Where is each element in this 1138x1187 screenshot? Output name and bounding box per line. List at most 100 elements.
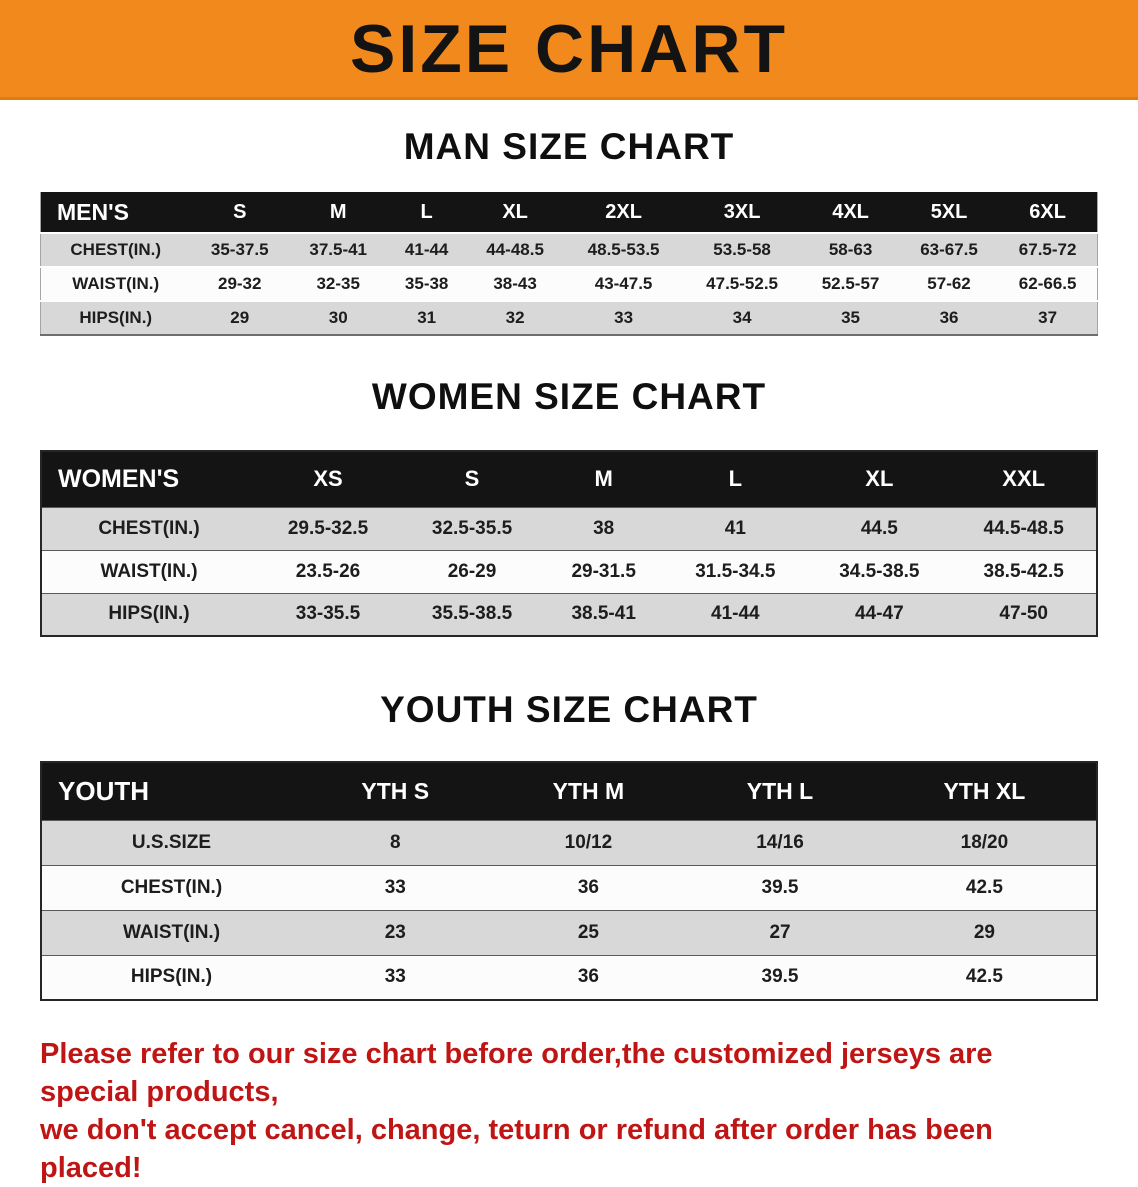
column-header-size: 5XL <box>899 192 999 233</box>
size-value: 44-47 <box>855 603 904 625</box>
men-section-heading: MAN SIZE CHART <box>403 126 735 167</box>
size-value: 26-29 <box>447 560 497 582</box>
table-row-hips: HIPS(IN.) 33-35.5 35.5-38.5 38.5-41 41-4… <box>41 593 1097 636</box>
size-value: 23 <box>384 921 406 943</box>
footer-note: Please refer to our size chart before or… <box>40 1035 1098 1187</box>
men-table-title-cell: MEN'S <box>40 192 191 233</box>
women-table-title-cell: WOMEN'S <box>41 451 256 507</box>
size-value: 42.5 <box>965 966 1003 988</box>
column-header-size: XXL <box>951 451 1097 507</box>
table-row-waist: WAIST(IN.) 29-32 32-35 35-38 38-43 43-47… <box>40 267 1098 301</box>
youth-size-table: YOUTH YTH S YTH M YTH L YTH XL U.S.SIZE … <box>40 761 1098 1001</box>
size-chart-banner: SIZE CHART <box>0 0 1138 100</box>
size-value: 34 <box>732 308 752 327</box>
youth-section-heading: YOUTH SIZE CHART <box>380 689 758 730</box>
table-row-hips: HIPS(IN.) 33 36 39.5 42.5 <box>41 955 1097 1000</box>
men-table-header-row: MEN'S S M L XL 2XL 3XL 4XL 5XL 6XL <box>40 192 1098 233</box>
column-header-size: L <box>663 451 808 507</box>
size-value: 18/20 <box>960 831 1009 853</box>
size-value: 33 <box>614 308 634 327</box>
column-header-size: XS <box>256 451 401 507</box>
size-value: 38.5-42.5 <box>983 560 1064 582</box>
size-value: 44-48.5 <box>486 240 544 259</box>
size-value: 57-62 <box>927 274 971 293</box>
row-label: CHEST(IN.) <box>120 876 223 898</box>
size-value: 32 <box>505 308 525 327</box>
table-row-chest: CHEST(IN.) 35-37.5 37.5-41 41-44 44-48.5… <box>40 233 1098 267</box>
size-value: 39.5 <box>761 876 799 898</box>
size-value: 32.5-35.5 <box>431 517 513 539</box>
youth-table-header-row: YOUTH YTH S YTH M YTH L YTH XL <box>41 762 1097 820</box>
row-label: CHEST(IN.) <box>70 240 162 259</box>
size-value: 43-47.5 <box>594 274 653 293</box>
size-value: 38-43 <box>493 274 537 293</box>
row-label: HIPS(IN.) <box>79 308 153 327</box>
column-header-size: YTH S <box>301 762 490 820</box>
size-value: 27 <box>769 921 791 943</box>
row-label: WAIST(IN.) <box>100 560 198 582</box>
size-value: 29-32 <box>217 274 262 293</box>
column-header-size: M <box>288 192 388 233</box>
size-value: 36 <box>577 966 599 988</box>
column-header-size: S <box>400 451 545 507</box>
size-value: 35-38 <box>404 274 449 293</box>
row-label: U.S.SIZE <box>131 831 212 853</box>
column-header-size: 2XL <box>564 192 683 233</box>
size-value: 37.5-41 <box>309 240 368 259</box>
women-size-table: WOMEN'S XS S M L XL XXL CHEST(IN.) 29.5-… <box>40 450 1098 637</box>
size-value: 29 <box>973 921 995 943</box>
row-label: HIPS(IN.) <box>130 966 213 988</box>
size-value: 35 <box>841 308 861 327</box>
column-header-size: L <box>387 192 466 233</box>
size-value: 34.5-38.5 <box>839 560 920 582</box>
table-row-waist: WAIST(IN.) 23 25 27 29 <box>41 910 1097 955</box>
footer-note-line1: Please refer to our size chart before or… <box>40 1038 993 1108</box>
size-value: 52.5-57 <box>821 274 880 293</box>
column-header-size: S <box>190 192 289 233</box>
table-row-chest: CHEST(IN.) 29.5-32.5 32.5-35.5 38 41 44.… <box>41 507 1097 550</box>
size-value: 33 <box>384 876 406 898</box>
size-value: 8 <box>390 831 401 853</box>
size-value: 39.5 <box>761 966 799 988</box>
row-label: WAIST(IN.) <box>122 921 221 943</box>
column-header-size: XL <box>465 192 565 233</box>
size-value: 10/12 <box>564 831 613 853</box>
column-header-size: 4XL <box>801 192 900 233</box>
size-value: 47-50 <box>999 603 1048 625</box>
size-value: 48.5-53.5 <box>587 240 660 259</box>
size-value: 41-44 <box>404 240 449 259</box>
size-value: 33 <box>384 966 406 988</box>
column-header-size: YTH L <box>687 762 873 820</box>
row-label: WAIST(IN.) <box>72 274 160 293</box>
size-value: 47.5-52.5 <box>706 274 778 293</box>
size-value: 29-31.5 <box>571 560 636 582</box>
size-value: 33-35.5 <box>295 603 361 625</box>
women-section-heading: WOMEN SIZE CHART <box>371 376 767 417</box>
size-value: 38 <box>593 517 615 539</box>
table-row-chest: CHEST(IN.) 33 36 39.5 42.5 <box>41 865 1097 910</box>
size-value: 41-44 <box>711 603 760 625</box>
size-value: 63-67.5 <box>920 240 978 259</box>
size-value: 42.5 <box>965 876 1003 898</box>
table-row-hips: HIPS(IN.) 29 30 31 32 33 34 35 36 37 <box>40 301 1098 335</box>
size-value: 44.5 <box>860 517 898 539</box>
size-value: 29 <box>230 308 250 327</box>
size-value: 30 <box>328 308 348 327</box>
size-value: 38.5-41 <box>571 603 636 625</box>
footer-note-line2: we don't accept cancel, change, teturn o… <box>40 1114 993 1184</box>
column-header-size: YTH XL <box>872 762 1097 820</box>
size-value: 29.5-32.5 <box>287 517 369 539</box>
size-value: 14/16 <box>756 831 804 853</box>
page-title: SIZE CHART <box>350 10 788 87</box>
size-value: 41 <box>724 517 746 539</box>
size-value: 32-35 <box>316 274 360 293</box>
table-row-ussize: U.S.SIZE 8 10/12 14/16 18/20 <box>41 820 1097 865</box>
size-value: 25 <box>577 921 599 943</box>
size-value: 31.5-34.5 <box>695 560 776 582</box>
table-row-waist: WAIST(IN.) 23.5-26 26-29 29-31.5 31.5-34… <box>41 550 1097 593</box>
column-header-size: M <box>544 451 664 507</box>
size-value: 35-37.5 <box>210 240 269 259</box>
size-value: 23.5-26 <box>295 560 361 582</box>
women-table-header-row: WOMEN'S XS S M L XL XXL <box>41 451 1097 507</box>
